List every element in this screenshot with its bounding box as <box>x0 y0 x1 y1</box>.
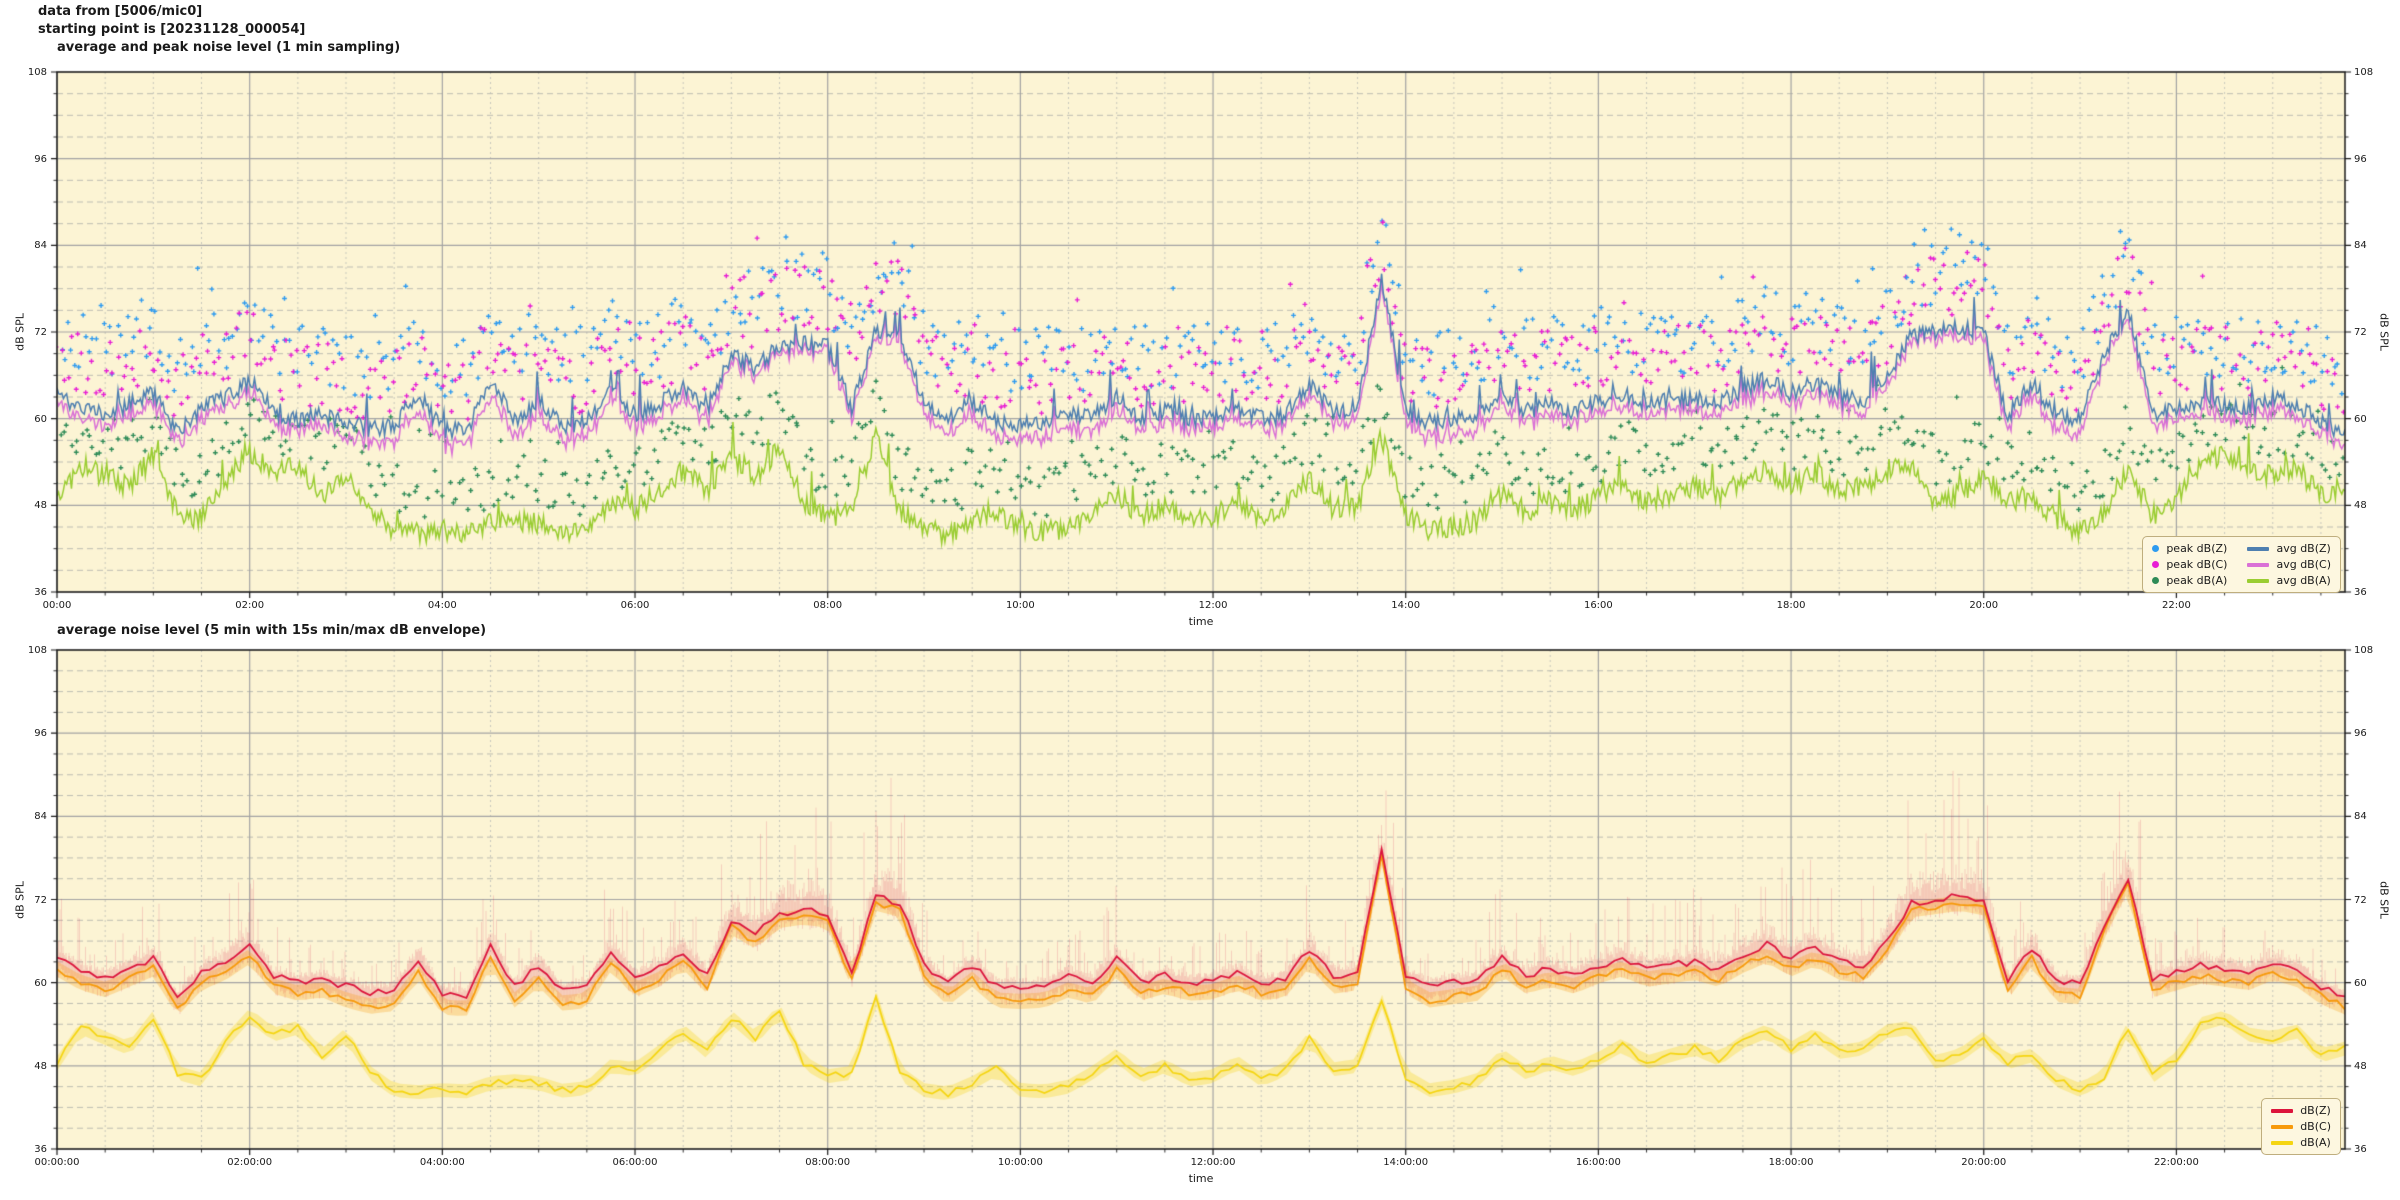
x-tick-label: 04:00:00 <box>419 1157 465 1168</box>
y-tick-label: 48 <box>2354 1060 2367 1072</box>
x-tick-label: 16:00:00 <box>1575 1157 1621 1168</box>
plot1-legend: peak dB(Z) peak dB(C) peak dB(A) avg dB(Z) a… <box>2142 536 2341 593</box>
legend-entry: peak dB(A) <box>2152 573 2227 588</box>
legend-line-icon <box>2247 562 2270 567</box>
y-tick-label: 48 <box>2354 500 2367 512</box>
x-tick-label: 16:00 <box>1583 600 1613 611</box>
x-tick-label: 02:00:00 <box>227 1157 273 1168</box>
y-tick-label: 96 <box>2354 728 2367 740</box>
legend-dot-icon <box>2152 577 2160 584</box>
y-tick-label: 108 <box>27 67 47 78</box>
legend-line-icon <box>2271 1108 2294 1113</box>
x-tick-label: 20:00:00 <box>1961 1157 2007 1168</box>
y-tick-label: 60 <box>34 413 47 425</box>
legend-label: dB(A) <box>2300 1136 2331 1149</box>
y-tick-label: 36 <box>2354 1144 2367 1155</box>
y-tick-label: 60 <box>34 977 47 989</box>
x-tick-label: 22:00:00 <box>2153 1157 2199 1168</box>
x-tick-label: 08:00:00 <box>805 1157 851 1168</box>
x-tick-label: 12:00 <box>1198 600 1228 611</box>
header-line-2: starting point is [20231128_000054] <box>38 22 306 37</box>
x-tick-label: 10:00:00 <box>997 1157 1043 1168</box>
legend-label: peak dB(C) <box>2166 558 2228 571</box>
legend-line-icon <box>2247 546 2270 551</box>
y-tick-label: 84 <box>34 811 47 823</box>
y-tick-label: 60 <box>2354 413 2367 425</box>
legend-entry: dB(Z) <box>2271 1103 2331 1118</box>
y-tick-label: 72 <box>2354 894 2367 906</box>
y-tick-label: 108 <box>27 645 47 656</box>
x-tick-label: 12:00:00 <box>1190 1157 1236 1168</box>
y-tick-label: 72 <box>2354 327 2367 338</box>
y-tick-label: 48 <box>34 500 47 512</box>
legend-line-icon <box>2271 1124 2294 1129</box>
legend-entry: avg dB(Z) <box>2247 541 2331 556</box>
plot2-xlabel: time <box>1188 1172 1214 1185</box>
plot2-title: average noise level (5 min with 15s min/… <box>57 623 487 638</box>
x-tick-label: 14:00 <box>1391 600 1421 611</box>
x-tick-label: 00:00:00 <box>34 1157 80 1168</box>
y-tick-label: 60 <box>2354 977 2367 989</box>
legend-label: dB(C) <box>2300 1120 2331 1133</box>
x-tick-label: 02:00 <box>235 600 265 611</box>
x-tick-label: 06:00 <box>620 600 650 611</box>
y-tick-label: 36 <box>34 587 47 598</box>
x-tick-label: 22:00 <box>2161 600 2191 611</box>
legend-entry: dB(C) <box>2271 1119 2331 1134</box>
y-tick-label: 108 <box>2354 67 2374 78</box>
x-tick-label: 00:00 <box>42 600 72 611</box>
legend-label: avg dB(C) <box>2276 558 2331 571</box>
y-tick-label: 108 <box>2354 645 2374 656</box>
legend-label: peak dB(A) <box>2166 574 2228 587</box>
legend-entry: avg dB(A) <box>2247 573 2331 588</box>
legend-dot-icon <box>2152 561 2160 568</box>
x-tick-label: 08:00 <box>813 600 843 611</box>
y-tick-label: 96 <box>34 153 47 165</box>
legend-label: peak dB(Z) <box>2166 542 2228 555</box>
legend-label: avg dB(Z) <box>2276 542 2331 555</box>
y-tick-label: 72 <box>34 327 47 338</box>
x-tick-label: 20:00 <box>1969 600 1999 611</box>
legend-entry: dB(A) <box>2271 1135 2331 1150</box>
plot1-title: average and peak noise level (1 min samp… <box>57 40 401 55</box>
legend-line-icon <box>2271 1140 2294 1145</box>
header-line-1: data from [5006/mic0] <box>38 4 203 19</box>
y-tick-label: 96 <box>2354 153 2367 165</box>
legend-entry: avg dB(C) <box>2247 557 2331 572</box>
x-tick-label: 18:00:00 <box>1768 1157 1814 1168</box>
y-tick-label: 96 <box>34 728 47 740</box>
plot2-legend: dB(Z) dB(C) dB(A) <box>2261 1098 2341 1155</box>
legend-label: avg dB(A) <box>2276 574 2331 587</box>
legend-dot-icon <box>2152 545 2160 552</box>
y-tick-label: 36 <box>2354 587 2367 598</box>
y-tick-label: 84 <box>34 240 47 252</box>
legend-entry: peak dB(Z) <box>2152 541 2227 556</box>
legend-line-icon <box>2247 578 2270 583</box>
x-tick-label: 18:00 <box>1776 600 1806 611</box>
legend-entry: peak dB(C) <box>2152 557 2227 572</box>
y-tick-label: 36 <box>34 1144 47 1155</box>
x-tick-label: 14:00:00 <box>1383 1157 1429 1168</box>
y-tick-label: 84 <box>2354 811 2367 823</box>
y-tick-label: 72 <box>34 894 47 906</box>
x-tick-label: 06:00:00 <box>612 1157 658 1168</box>
x-tick-label: 04:00 <box>427 600 457 611</box>
y-tick-label: 84 <box>2354 240 2367 252</box>
y-tick-label: 48 <box>34 1060 47 1072</box>
legend-label: dB(Z) <box>2300 1104 2331 1117</box>
x-tick-label: 10:00 <box>1005 600 1035 611</box>
plot1-xlabel: time <box>1188 615 1214 628</box>
